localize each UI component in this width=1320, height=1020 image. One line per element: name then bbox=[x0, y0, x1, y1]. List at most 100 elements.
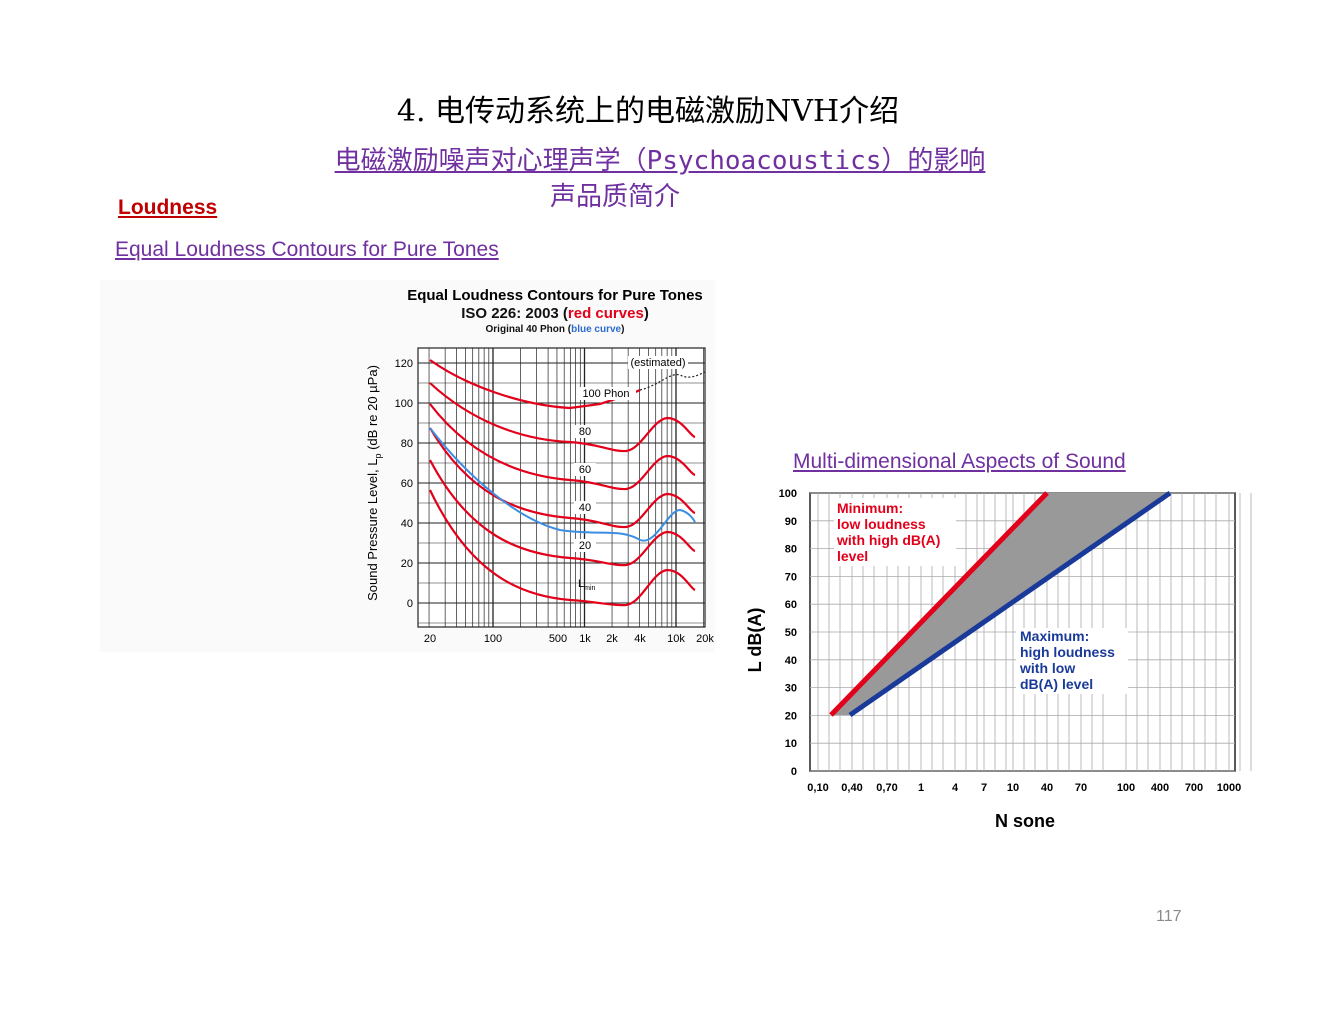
link[interactable]: Multi-dimensional Aspects of Sound bbox=[793, 450, 1126, 473]
y-tick-label: 0 bbox=[407, 598, 413, 610]
y-tick-label: 100 bbox=[779, 488, 797, 500]
label-bg bbox=[576, 387, 636, 400]
subtitle: 声品质简介 bbox=[549, 181, 680, 211]
label-run: L bbox=[578, 578, 584, 590]
y-tick-label: 40 bbox=[401, 518, 413, 530]
x-tick-label: 10k bbox=[667, 633, 685, 645]
x-tick-label: 0,40 bbox=[841, 782, 862, 794]
curve bbox=[429, 382, 696, 453]
note: high loudness bbox=[1020, 644, 1115, 660]
x-tick-label: 500 bbox=[549, 633, 567, 645]
note: Maximum: bbox=[1020, 628, 1089, 644]
figure-title: Equal Loudness Contours for Pure Tones bbox=[407, 287, 703, 304]
note: Minimum: bbox=[837, 500, 903, 516]
note: level bbox=[837, 548, 868, 564]
annotation: 20 bbox=[579, 540, 591, 552]
range-area bbox=[831, 493, 1170, 715]
title-run: ) bbox=[644, 305, 649, 322]
link[interactable]: Equal Loudness Contours for Pure Tones bbox=[115, 238, 499, 261]
curve bbox=[639, 371, 706, 391]
note: with high dB(A) bbox=[836, 532, 940, 548]
curve bbox=[429, 489, 696, 607]
figure-subtitle: Original 40 Phon (blue curve) bbox=[486, 324, 625, 335]
page-number: 117 bbox=[1156, 908, 1182, 925]
x-tick-label: 4k bbox=[634, 633, 646, 645]
y-tick-label: 20 bbox=[785, 710, 797, 722]
curve bbox=[429, 403, 696, 491]
x-tick-label: 40 bbox=[1041, 782, 1053, 794]
curve bbox=[429, 459, 696, 567]
y-tick-label: 0 bbox=[791, 766, 797, 778]
y-tick-label: 10 bbox=[785, 738, 797, 750]
annotation: 100 Phon bbox=[582, 388, 629, 400]
max-line bbox=[848, 490, 1172, 718]
y-tick-label: 60 bbox=[401, 478, 413, 490]
x-tick-label: 100 bbox=[484, 633, 502, 645]
title-run: blue curve bbox=[571, 324, 621, 335]
curve bbox=[429, 427, 696, 529]
y-tick-label: 60 bbox=[785, 599, 797, 611]
y-axis-label: Sound Pressure Level, Lp (dB re 20 µPa) bbox=[365, 365, 383, 601]
x-tick-label: 7 bbox=[981, 782, 987, 794]
label-run: min bbox=[584, 585, 595, 592]
y-tick-label: 20 bbox=[401, 558, 413, 570]
title-run: Original 40 Phon ( bbox=[486, 324, 572, 335]
x-tick-label: 1000 bbox=[1217, 782, 1241, 794]
title-run: red curves bbox=[568, 305, 644, 322]
label-run: (dB re 20 µPa) bbox=[365, 365, 380, 453]
title: 4. 电传动系统上的电磁激励NVH介绍 bbox=[396, 94, 900, 129]
note: low loudness bbox=[837, 516, 926, 532]
blue-curve bbox=[429, 427, 696, 542]
label-bg bbox=[574, 539, 596, 552]
annotation: 60 bbox=[579, 464, 591, 476]
min-line bbox=[829, 491, 1049, 717]
section-label: Loudness bbox=[118, 196, 218, 219]
x-tick-label: 1 bbox=[918, 782, 924, 794]
figure-title: ISO 226: 2003 (red curves) bbox=[461, 305, 649, 322]
y-axis-label: L dB(A) bbox=[745, 608, 765, 673]
x-tick-label: 20 bbox=[424, 633, 436, 645]
x-axis-label: N sone bbox=[995, 811, 1055, 831]
x-tick-label: 1k bbox=[579, 633, 591, 645]
y-tick-label: 70 bbox=[785, 571, 797, 583]
x-tick-label: 0,70 bbox=[876, 782, 897, 794]
grid: 120 100 80 60 40 20 0 20 100 500 1k 2k 4k 10k 20k bbox=[395, 347, 714, 645]
x-tick-label: 400 bbox=[1151, 782, 1169, 794]
x-tick-label: 10 bbox=[1007, 782, 1019, 794]
y-tick-label: 80 bbox=[401, 438, 413, 450]
annotation: 40 bbox=[579, 502, 591, 514]
y-tick-label: 120 bbox=[395, 358, 413, 370]
subtitle: 电磁激励噪声对心理声学（Psychoacoustics）的影响 bbox=[334, 146, 986, 176]
annotation: Lmin bbox=[578, 578, 596, 592]
plot-frame bbox=[417, 347, 706, 628]
y-tick-label: 100 bbox=[395, 398, 413, 410]
x-tick-label: 700 bbox=[1185, 782, 1203, 794]
title-run: ) bbox=[621, 324, 624, 335]
note: dB(A) level bbox=[1020, 676, 1093, 692]
note-bg bbox=[1016, 628, 1128, 694]
y-tick-label: 40 bbox=[785, 655, 797, 667]
x-tick-label: 2k bbox=[606, 633, 618, 645]
label-bg bbox=[574, 501, 596, 514]
x-tick-label: 100 bbox=[1117, 782, 1135, 794]
label-bg bbox=[574, 463, 596, 476]
label-run: Sound Pressure Level, L bbox=[365, 459, 380, 601]
note-bg bbox=[834, 498, 956, 566]
x-tick-label: 70 bbox=[1075, 782, 1087, 794]
x-tick-label: 20k bbox=[696, 633, 714, 645]
label-bg bbox=[628, 356, 688, 369]
note: with low bbox=[1019, 660, 1075, 676]
label-run: p bbox=[373, 454, 383, 459]
y-tick-label: 80 bbox=[785, 544, 797, 556]
x-tick-label: 4 bbox=[952, 782, 959, 794]
annotation: (estimated) bbox=[630, 357, 685, 369]
y-tick-label: 30 bbox=[785, 683, 797, 695]
x-tick-label: 0,10 bbox=[807, 782, 828, 794]
y-tick-label: 90 bbox=[785, 516, 797, 528]
label-bg bbox=[574, 425, 596, 438]
y-tick-label: 50 bbox=[785, 627, 797, 639]
title-run: ISO 226: 2003 ( bbox=[461, 305, 568, 322]
annotation: 80 bbox=[579, 426, 591, 438]
